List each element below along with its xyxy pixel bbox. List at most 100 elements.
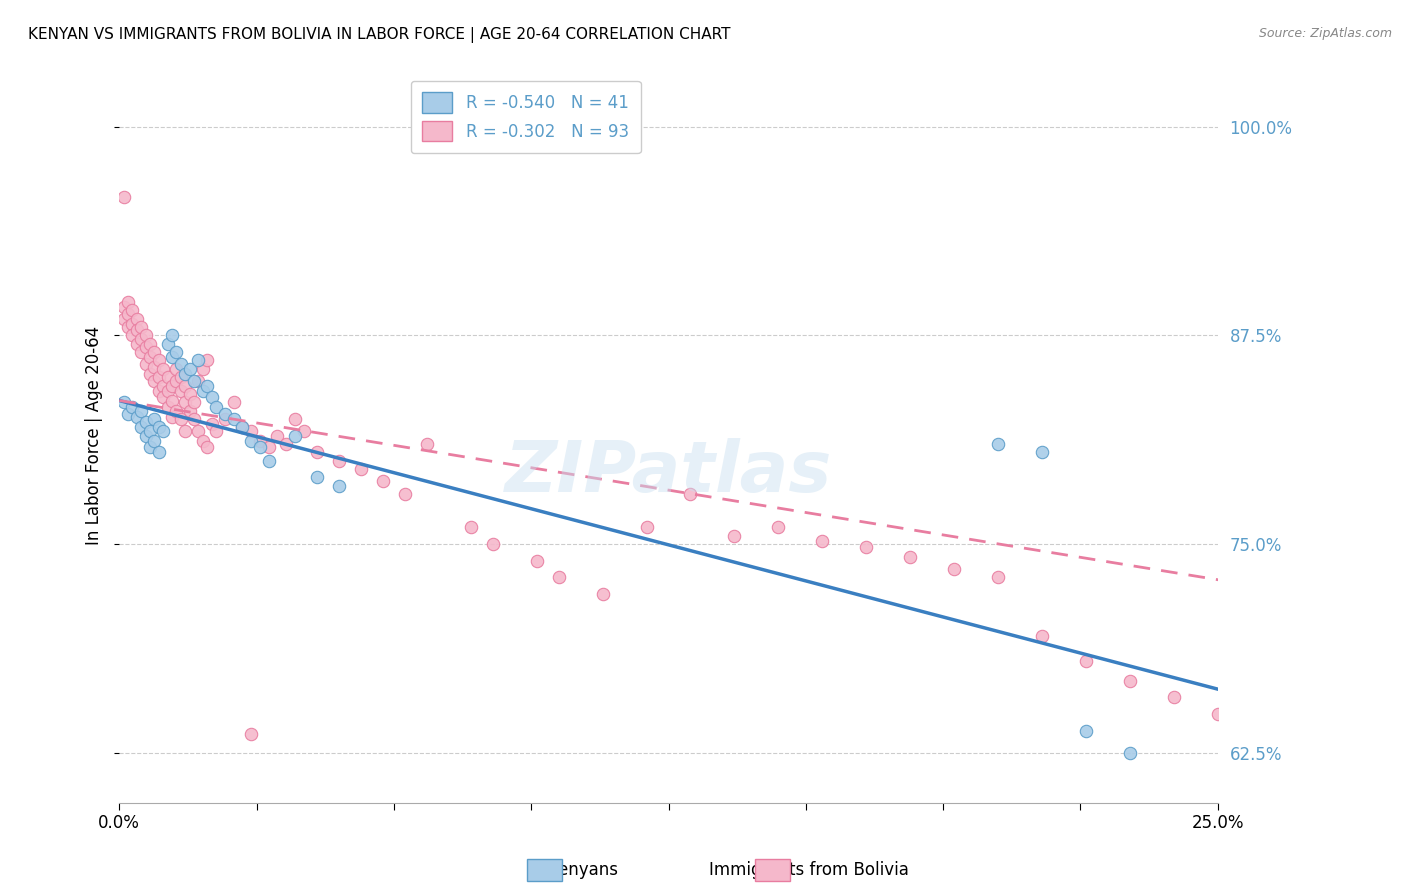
Point [117, 320, 139, 334]
Point [987, 570, 1010, 584]
Point [112, 300, 135, 314]
Point [143, 374, 166, 388]
Point [152, 424, 174, 438]
Point [143, 360, 166, 375]
Point [165, 361, 187, 376]
Point [305, 470, 328, 484]
Point [249, 440, 271, 454]
Point [1031, 629, 1053, 643]
Point [416, 437, 439, 451]
Point [460, 520, 482, 534]
Point [231, 420, 253, 434]
Point [284, 428, 307, 442]
Point [156, 400, 179, 414]
Point [148, 445, 170, 459]
Point [170, 357, 193, 371]
Point [156, 336, 179, 351]
Point [160, 378, 183, 392]
Point [350, 462, 373, 476]
Point [121, 400, 143, 414]
Point [135, 340, 157, 354]
Point [174, 378, 197, 392]
Point [191, 434, 214, 448]
Point [139, 336, 162, 351]
Point [187, 424, 209, 438]
Point [1031, 445, 1053, 459]
Point [257, 453, 280, 467]
Point [187, 374, 209, 388]
Point [139, 367, 162, 381]
Point [679, 487, 702, 501]
Point [855, 541, 877, 555]
Point [240, 424, 263, 438]
Point [200, 390, 222, 404]
Legend: R = -0.540   N = 41, R = -0.302   N = 93: R = -0.540 N = 41, R = -0.302 N = 93 [411, 80, 641, 153]
Point [152, 390, 174, 404]
Text: ZIPatlas: ZIPatlas [505, 438, 832, 507]
Point [165, 403, 187, 417]
Point [183, 374, 205, 388]
Point [135, 357, 157, 371]
Y-axis label: In Labor Force | Age 20-64: In Labor Force | Age 20-64 [86, 326, 103, 545]
Point [143, 434, 166, 448]
Point [174, 395, 197, 409]
Point [305, 445, 328, 459]
Point [987, 437, 1010, 451]
Point [1119, 746, 1142, 760]
Point [121, 328, 143, 343]
Point [1163, 690, 1185, 705]
Point [112, 190, 135, 204]
Point [205, 424, 228, 438]
Point [191, 361, 214, 376]
Point [165, 345, 187, 359]
Point [195, 353, 218, 368]
Point [1206, 707, 1229, 722]
Point [112, 311, 135, 326]
Point [187, 353, 209, 368]
Point [160, 410, 183, 425]
Point [183, 412, 205, 426]
Text: KENYAN VS IMMIGRANTS FROM BOLIVIA IN LABOR FORCE | AGE 20-64 CORRELATION CHART: KENYAN VS IMMIGRANTS FROM BOLIVIA IN LAB… [28, 27, 731, 43]
Point [547, 570, 569, 584]
Point [152, 378, 174, 392]
Point [125, 410, 148, 425]
Point [723, 529, 745, 543]
Point [1119, 673, 1142, 688]
Point [129, 403, 152, 417]
Point [117, 307, 139, 321]
Point [148, 420, 170, 434]
Point [121, 303, 143, 318]
Point [371, 474, 394, 488]
Text: Source: ZipAtlas.com: Source: ZipAtlas.com [1258, 27, 1392, 40]
Point [148, 384, 170, 398]
Point [156, 384, 179, 398]
Point [249, 434, 271, 448]
Point [284, 412, 307, 426]
Point [112, 395, 135, 409]
Point [139, 424, 162, 438]
Point [170, 370, 193, 384]
Point [129, 420, 152, 434]
Point [160, 350, 183, 364]
Point [135, 415, 157, 429]
Point [1074, 723, 1097, 738]
Point [200, 417, 222, 431]
Point [195, 378, 218, 392]
Point [160, 328, 183, 343]
Point [179, 387, 201, 401]
Point [214, 407, 236, 421]
Point [170, 412, 193, 426]
Point [328, 478, 350, 492]
Point [592, 587, 614, 601]
Point [129, 320, 152, 334]
Point [811, 533, 834, 548]
Text: Kenyans: Kenyans [548, 861, 619, 879]
Point [240, 727, 263, 741]
Point [292, 424, 315, 438]
Text: Immigrants from Bolivia: Immigrants from Bolivia [709, 861, 908, 879]
Point [222, 395, 245, 409]
Point [183, 395, 205, 409]
Point [240, 434, 263, 448]
Point [636, 520, 658, 534]
Point [148, 370, 170, 384]
